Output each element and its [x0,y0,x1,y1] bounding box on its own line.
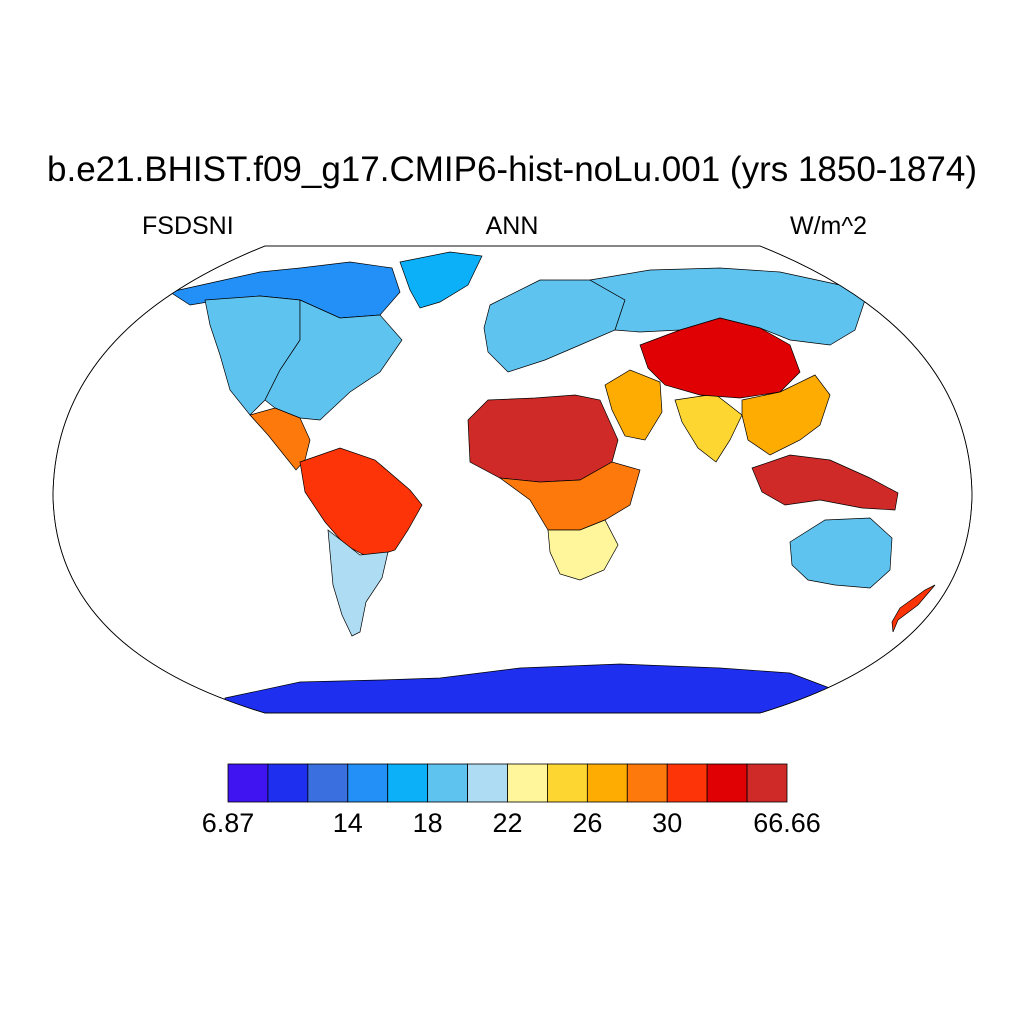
colorbar-tick-label: 30 [652,808,683,838]
units-label: W/m^2 [790,212,868,240]
colorbar-box [507,763,548,803]
variable-label: FSDSNI [142,212,234,240]
region-southern-africa [547,519,619,581]
region-siberia [588,267,866,346]
colorbar-box [467,763,508,803]
region-tibet [639,317,801,399]
region-sahara [467,394,619,483]
region-antarctica [224,663,836,713]
colorbar-box [746,763,788,803]
region-new-zealand [891,584,936,633]
season-label: ANN [485,212,539,240]
colorbar-box [547,763,588,803]
colorbar-box [666,763,708,803]
map-frame-outline [52,245,973,714]
colorbar-tick-label: 14 [332,808,363,838]
region-south-america-north [299,447,423,559]
colorbar-box [227,763,269,803]
colorbar-box [706,763,748,803]
region-south-america-south [327,529,389,637]
plot-title: b.e21.BHIST.f09_g17.CMIP6-hist-noLu.001 … [47,150,977,189]
region-europe [483,279,626,373]
colorbar-tick-label: 18 [412,808,443,838]
colorbar-box [427,763,468,803]
region-arabia [604,369,663,441]
colorbar-box [267,763,309,803]
region-india [674,393,743,463]
colorbar-tick-label: 22 [492,808,523,838]
region-australia [789,517,893,589]
colorbar-box [307,763,349,803]
colorbar-tick-label: 66.66 [753,808,821,838]
region-indonesia [751,454,899,511]
colorbar-box [586,763,628,803]
colorbar-tick-label: 6.87 [201,808,255,838]
colorbar-box [347,763,389,803]
colorbar-tick-label: 26 [572,808,603,838]
colorbar-box [626,763,668,803]
region-central-africa [498,461,641,531]
region-southeast-asia [741,374,831,456]
region-north-america-east [264,299,403,421]
region-greenland [399,251,483,309]
colorbar-box [387,763,429,803]
